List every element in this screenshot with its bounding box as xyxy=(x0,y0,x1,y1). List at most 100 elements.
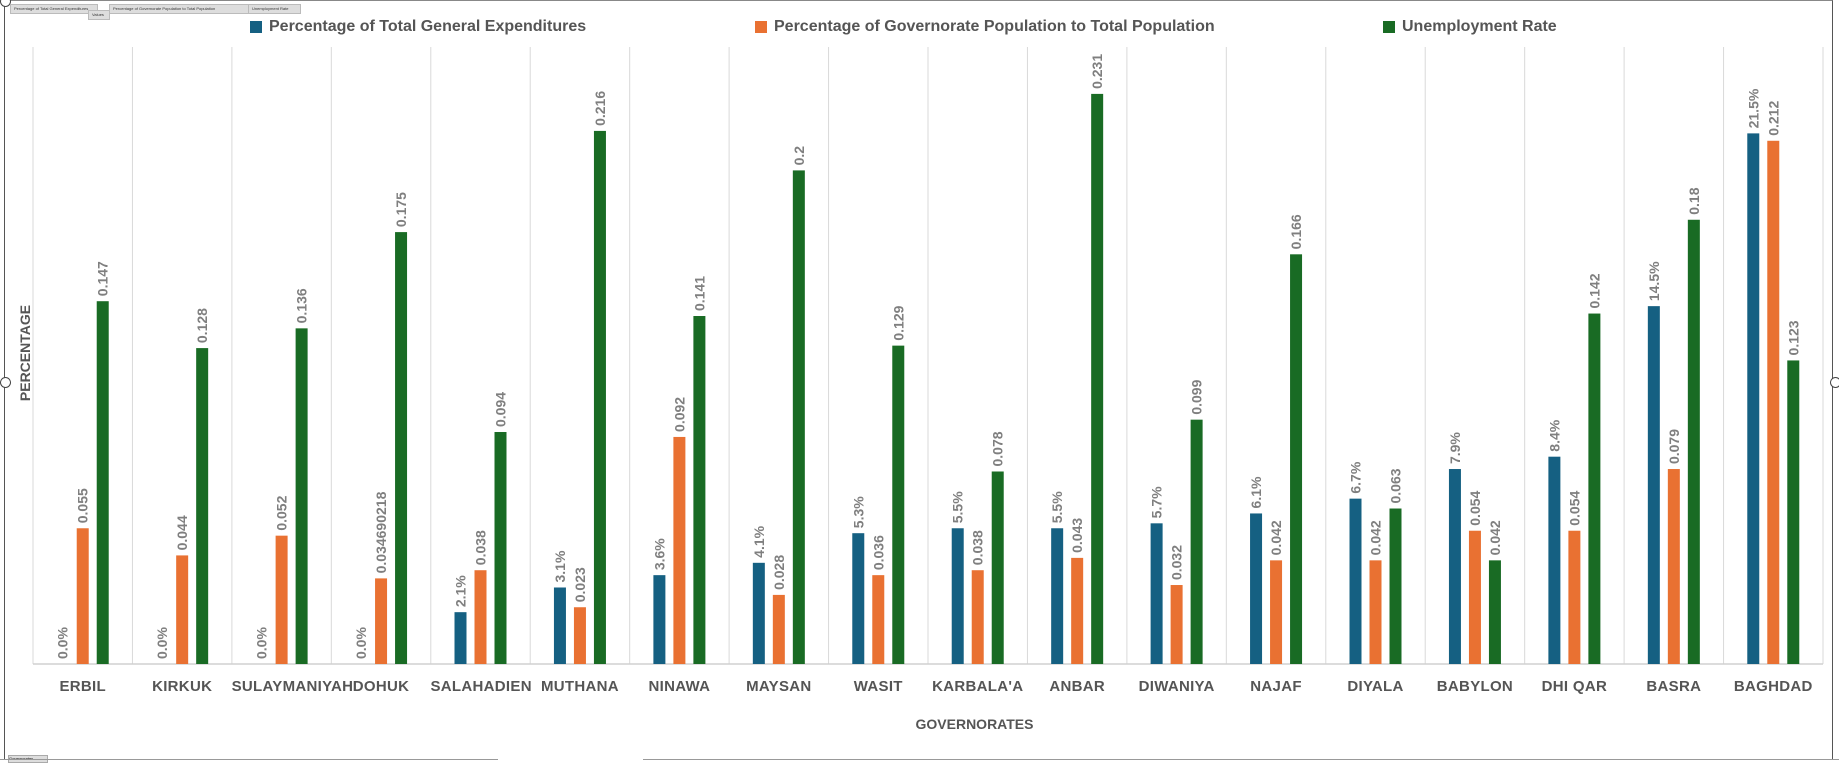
data-label: 3.6% xyxy=(651,538,667,570)
bar[interactable] xyxy=(1190,419,1203,664)
bar[interactable] xyxy=(1787,360,1800,664)
bar[interactable] xyxy=(593,130,606,665)
field-button-values[interactable]: Values xyxy=(88,10,110,20)
data-label: 0.063 xyxy=(1388,468,1404,503)
bar[interactable] xyxy=(653,575,666,664)
bar[interactable] xyxy=(176,555,189,664)
x-tick-label: NAJAF xyxy=(1250,678,1302,695)
data-label: 0.023 xyxy=(572,567,588,602)
data-label: 0.044 xyxy=(174,515,190,550)
bar[interactable] xyxy=(971,570,984,664)
bar[interactable] xyxy=(1548,456,1561,664)
bar[interactable] xyxy=(1448,469,1461,664)
bar[interactable] xyxy=(1687,219,1700,664)
bar[interactable] xyxy=(852,533,865,664)
legend-item-unemployment[interactable]: Unemployment Rate xyxy=(1383,18,1557,36)
data-label: 5.5% xyxy=(1049,491,1065,523)
resize-handle-right[interactable] xyxy=(1830,377,1839,388)
legend-item-expenditures[interactable]: Percentage of Total General Expenditures xyxy=(250,18,586,36)
resize-handle-top-left[interactable] xyxy=(0,0,11,7)
data-label: 0.0% xyxy=(353,627,369,659)
data-label: 0.042 xyxy=(1487,520,1503,555)
bar[interactable] xyxy=(693,316,706,664)
bar[interactable] xyxy=(872,575,885,664)
bar[interactable] xyxy=(494,432,507,664)
bar[interactable] xyxy=(991,471,1004,664)
bar[interactable] xyxy=(1747,133,1760,664)
bar[interactable] xyxy=(96,301,109,664)
data-label: 0.212 xyxy=(1765,101,1781,136)
legend-swatch xyxy=(755,21,767,33)
bar[interactable] xyxy=(1488,560,1501,664)
data-label: 0.094 xyxy=(493,392,509,427)
bar[interactable] xyxy=(673,436,686,664)
bar[interactable] xyxy=(1071,557,1084,664)
bar[interactable] xyxy=(1767,140,1780,664)
data-label: 0.052 xyxy=(274,495,290,530)
bar[interactable] xyxy=(1647,306,1660,664)
data-label: 0.141 xyxy=(691,276,707,311)
resize-handle-left[interactable] xyxy=(0,377,11,388)
bar[interactable] xyxy=(1667,469,1680,664)
legend-label: Unemployment Rate xyxy=(1402,18,1557,35)
bar[interactable] xyxy=(951,528,964,664)
legend-swatch xyxy=(1383,21,1395,33)
bar[interactable] xyxy=(76,528,89,664)
divider xyxy=(0,759,498,760)
bar[interactable] xyxy=(1270,560,1283,664)
bar[interactable] xyxy=(1568,530,1581,664)
data-label: 0.0% xyxy=(254,627,270,659)
data-label: 5.5% xyxy=(950,491,966,523)
data-label: 0.18 xyxy=(1686,187,1702,214)
bar[interactable] xyxy=(892,345,905,664)
x-tick-label: ANBAR xyxy=(1049,678,1105,695)
legend-item-population[interactable]: Percentage of Governorate Population to … xyxy=(755,18,1215,36)
bar[interactable] xyxy=(553,587,566,664)
legend-label: Percentage of Governorate Population to … xyxy=(774,18,1215,35)
data-label: 0.034690218 xyxy=(373,491,389,573)
bar[interactable] xyxy=(792,170,805,664)
bar[interactable] xyxy=(375,578,388,664)
bar[interactable] xyxy=(1091,93,1104,665)
bar[interactable] xyxy=(196,348,209,664)
bar[interactable] xyxy=(1170,585,1183,664)
x-tick-label: MUTHANA xyxy=(540,678,619,695)
data-label: 0.054 xyxy=(1566,490,1582,525)
data-label: 0.054 xyxy=(1467,490,1483,525)
bar[interactable] xyxy=(1290,254,1303,664)
data-label: 0.043 xyxy=(1069,518,1085,553)
x-tick-label: DIYALA xyxy=(1347,678,1404,695)
bar[interactable] xyxy=(474,570,487,664)
field-button-unemployment[interactable]: Unemployment Rate xyxy=(248,4,301,14)
bar[interactable] xyxy=(752,562,765,664)
bar[interactable] xyxy=(1588,313,1601,664)
data-label: 0.123 xyxy=(1785,320,1801,355)
data-label: 0.036 xyxy=(870,535,886,570)
data-label: 0.079 xyxy=(1666,429,1682,464)
x-tick-label: DIWANIYA xyxy=(1138,678,1215,695)
bar[interactable] xyxy=(1250,513,1263,664)
bar[interactable] xyxy=(772,594,785,664)
data-label: 0.128 xyxy=(194,308,210,343)
bar[interactable] xyxy=(1369,560,1382,664)
data-label: 0.231 xyxy=(1089,54,1105,89)
data-label: 3.1% xyxy=(552,550,568,582)
bar[interactable] xyxy=(395,232,408,664)
bar[interactable] xyxy=(1150,523,1163,664)
bar[interactable] xyxy=(275,535,288,664)
data-label: 0.0% xyxy=(55,627,71,659)
divider xyxy=(643,759,1839,760)
legend-swatch xyxy=(250,21,262,33)
x-tick-label: MAYSAN xyxy=(746,678,812,695)
field-button-expenditures[interactable]: Percentage of Total General Expenditures xyxy=(10,4,98,14)
data-label: 0.028 xyxy=(771,555,787,590)
data-label: 4.1% xyxy=(751,525,767,557)
bar[interactable] xyxy=(295,328,308,664)
bar[interactable] xyxy=(454,612,467,664)
bar[interactable] xyxy=(1349,498,1362,664)
x-tick-label: BAGHDAD xyxy=(1733,678,1813,695)
bar[interactable] xyxy=(1051,528,1064,664)
bar[interactable] xyxy=(1389,508,1402,664)
bar[interactable] xyxy=(573,607,586,664)
bar[interactable] xyxy=(1468,530,1481,664)
